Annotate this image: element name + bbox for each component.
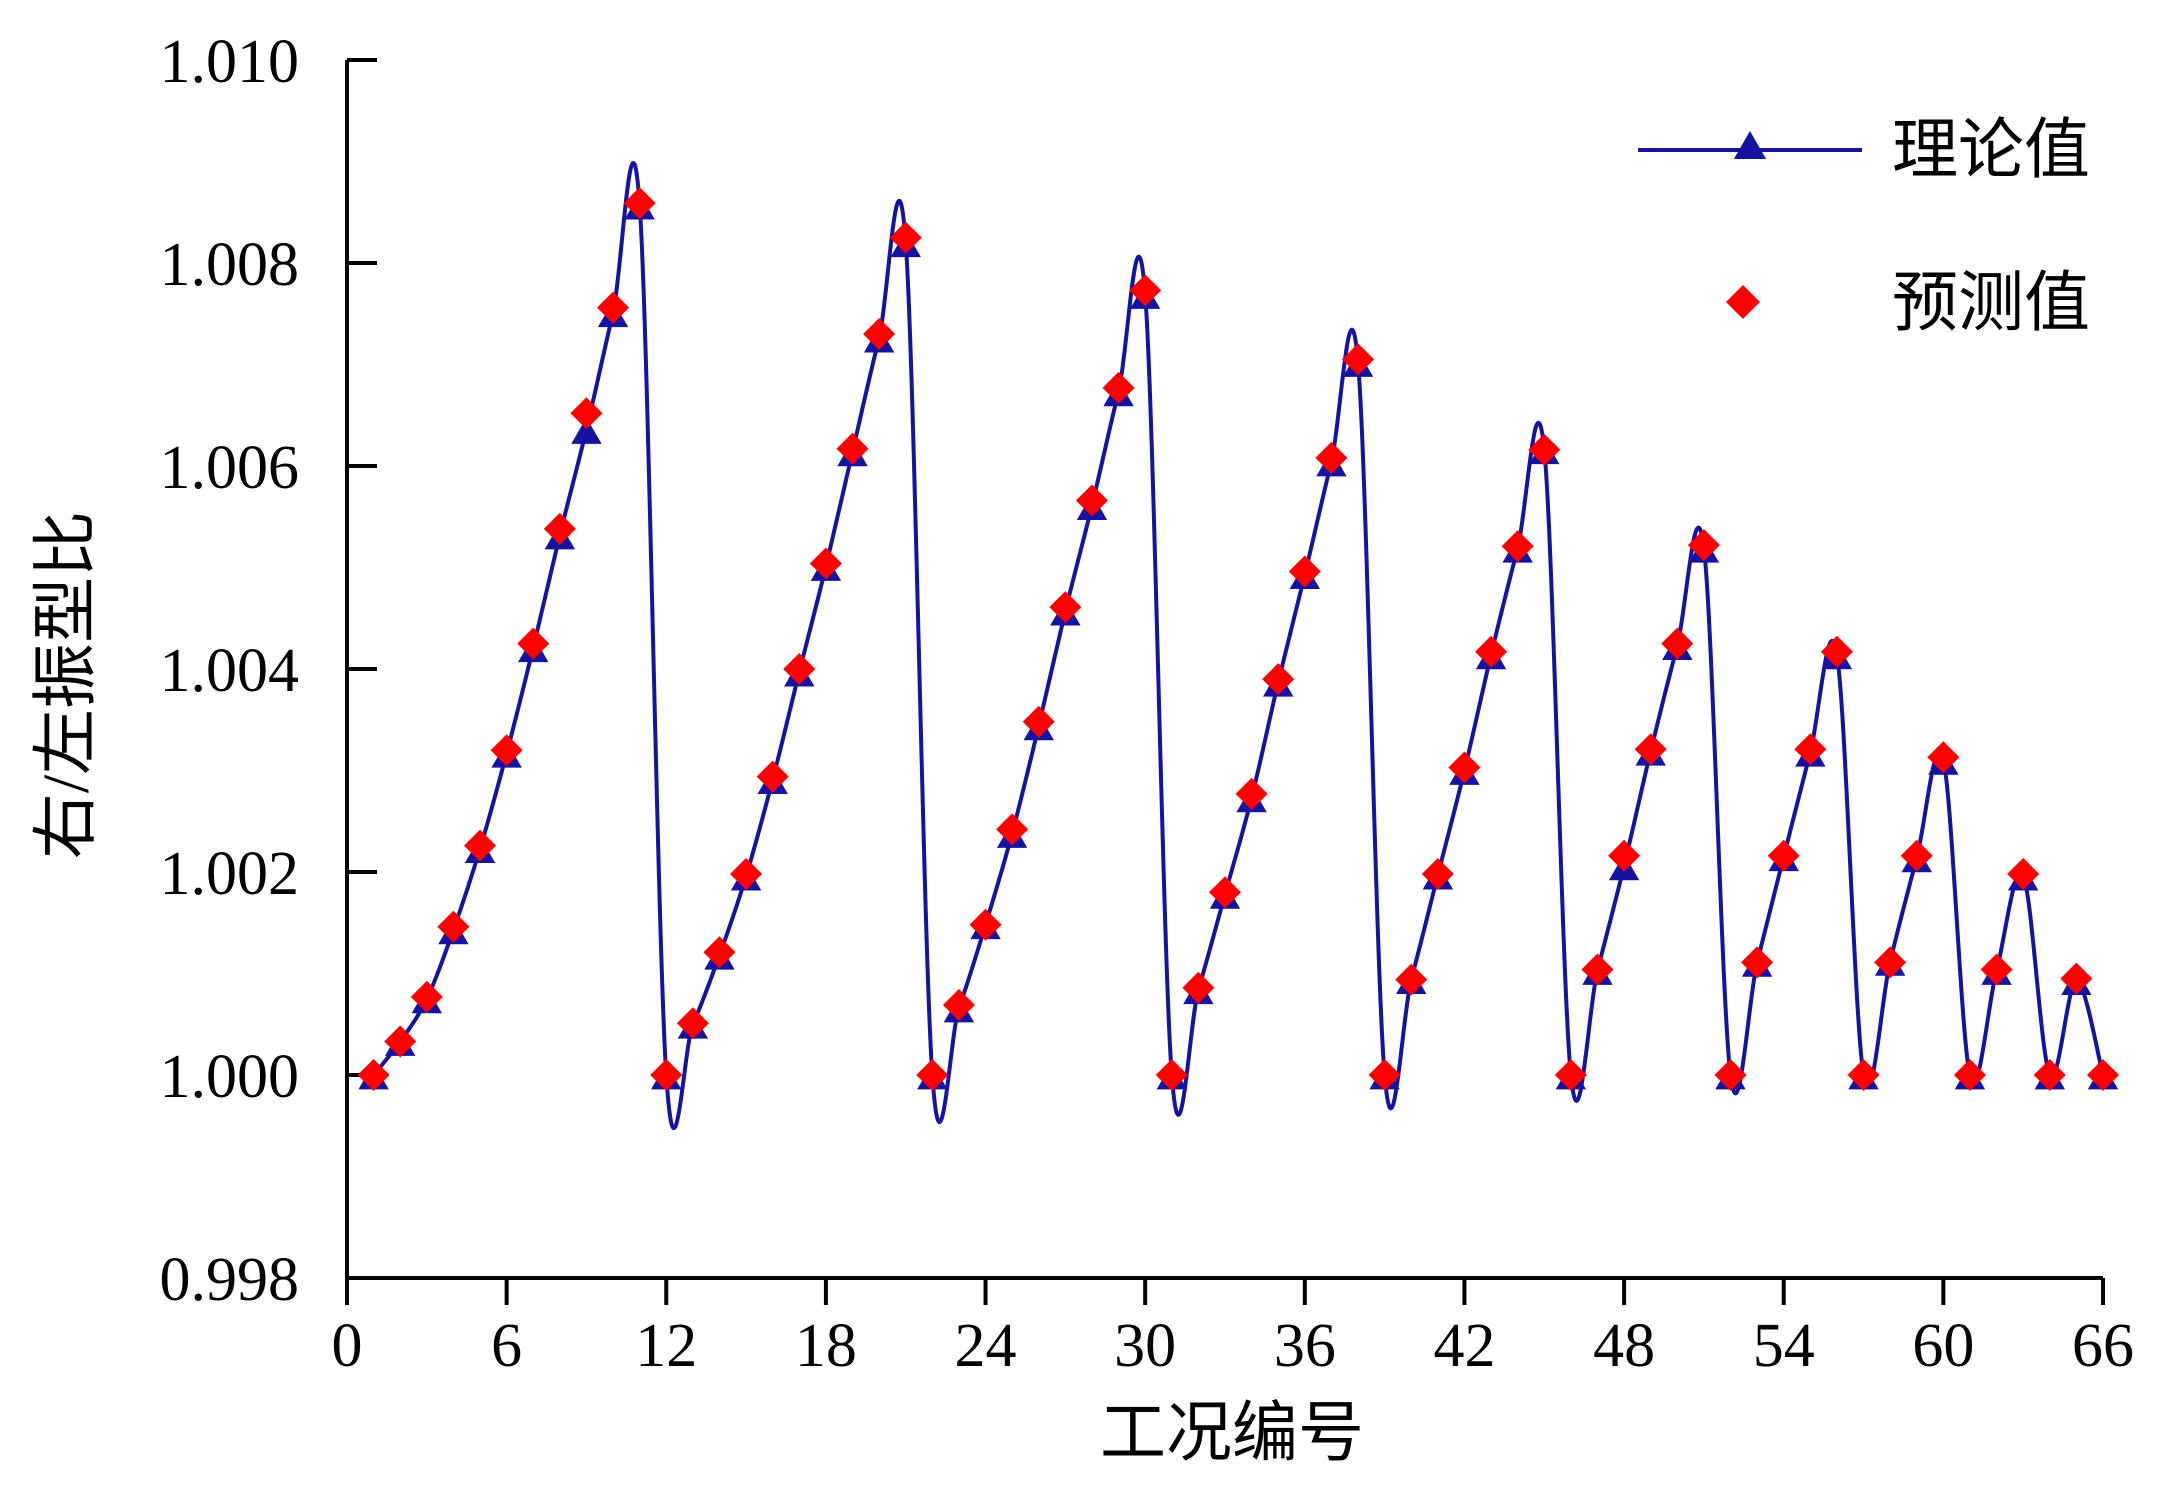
predicted-marker [437, 910, 470, 943]
predicted-marker [543, 512, 576, 545]
predicted-marker [2033, 1059, 2066, 1091]
predicted-marker [623, 187, 656, 220]
theoretical-marker [571, 417, 602, 444]
plot-area [357, 161, 2119, 1130]
theoretical-line [372, 161, 2105, 1130]
x-tick-label: 0 [332, 1312, 363, 1380]
predicted-marker [517, 627, 550, 660]
predicted-marker [1581, 953, 1614, 986]
predicted-marker [1395, 963, 1428, 996]
x-tick-label: 54 [1753, 1312, 1815, 1380]
y-tick-label: 0.998 [160, 1246, 300, 1314]
predicted-marker [863, 318, 896, 351]
predicted-marker [410, 980, 443, 1013]
predicted-marker [836, 432, 869, 465]
predicted-marker [1075, 484, 1108, 517]
x-tick-label: 36 [1274, 1312, 1336, 1380]
y-tick-label: 1.000 [160, 1043, 300, 1111]
predicted-marker [756, 760, 789, 793]
predicted-marker [1661, 627, 1694, 660]
predicted-marker [1288, 555, 1321, 588]
predicted-marker [2007, 858, 2040, 891]
predicted-marker [1554, 1059, 1587, 1091]
legend-label-predicted: 预测值 [1892, 267, 2090, 340]
predicted-marker [1368, 1059, 1401, 1091]
legend-marker-predicted [1726, 285, 1760, 319]
predicted-marker [1608, 839, 1641, 872]
predicted-marker [1475, 635, 1508, 668]
predicted-marker [676, 1007, 709, 1040]
x-tick-label: 18 [795, 1312, 857, 1380]
predicted-marker [1049, 591, 1082, 624]
predicted-marker [1102, 371, 1135, 404]
y-axis-title: 右/左振型比 [30, 511, 103, 859]
x-tick-label: 6 [491, 1312, 522, 1380]
y-tick-label: 1.008 [160, 231, 300, 299]
predicted-marker [2060, 962, 2093, 995]
predicted-marker [1182, 971, 1215, 1004]
predicted-marker [969, 908, 1002, 941]
predicted-marker [1927, 741, 1960, 774]
axes [345, 58, 2105, 1305]
y-tick-label: 1.004 [160, 637, 300, 705]
predicted-marker [1342, 343, 1375, 376]
predicted-marker [1980, 953, 2013, 986]
predicted-marker [1315, 441, 1348, 474]
predicted-marker [1741, 946, 1774, 979]
predicted-marker [783, 653, 816, 685]
predicted-marker [1448, 751, 1481, 784]
x-axis-title: 工况编号 [1100, 1397, 1364, 1470]
predicted-marker [490, 734, 523, 767]
legend-label-theoretical: 理论值 [1892, 114, 2090, 187]
predicted-marker [1209, 876, 1241, 909]
predicted-marker [1022, 705, 1055, 738]
predicted-marker [1687, 529, 1720, 562]
x-tick-label: 24 [955, 1312, 1017, 1380]
predicted-marker [1262, 663, 1295, 696]
predicted-marker [703, 936, 736, 969]
predicted-marker [464, 829, 497, 862]
predicted-marker [1421, 858, 1454, 891]
predicted-marker [1820, 635, 1853, 668]
tick-labels: 0.998 1.000 1.002 1.004 1.006 1.008 1.010 0 6 12 1… [160, 28, 2135, 1380]
predicted-marker [2087, 1059, 2119, 1091]
y-tick-label: 1.010 [160, 28, 300, 96]
y-tick-label: 1.002 [160, 840, 300, 908]
predicted-marker [1235, 777, 1268, 810]
predicted-marker [889, 221, 922, 254]
predicted-marker [942, 988, 975, 1021]
x-tick-label: 30 [1114, 1312, 1176, 1380]
x-tick-label: 12 [635, 1312, 697, 1380]
predicted-marker [1634, 733, 1667, 766]
predicted-marker [570, 397, 603, 430]
predicted-marker [650, 1059, 683, 1091]
predicted-marker [996, 813, 1029, 846]
predicted-marker [1155, 1059, 1188, 1091]
predicted-marker [730, 858, 763, 891]
predicted-marker [597, 291, 630, 324]
predicted-marker [1767, 839, 1800, 872]
x-tick-label: 48 [1593, 1312, 1655, 1380]
predicted-marker [384, 1025, 417, 1058]
y-tick-label: 1.006 [160, 434, 300, 502]
legend-marker-theoretical [1733, 131, 1767, 160]
x-tick-label: 60 [1912, 1312, 1974, 1380]
predicted-marker [1874, 946, 1907, 979]
predicted-marker [1129, 274, 1162, 307]
predicted-marker [1847, 1059, 1880, 1091]
x-tick-label: 66 [2072, 1312, 2134, 1380]
predicted-marker [809, 547, 842, 580]
predicted-marker [1528, 433, 1561, 466]
predicted-marker [1900, 839, 1933, 872]
x-tick-label: 42 [1433, 1312, 1495, 1380]
predicted-marker [1953, 1059, 1986, 1091]
predicted-marker [1714, 1059, 1747, 1091]
predicted-marker [916, 1059, 949, 1091]
predicted-marker [1501, 530, 1534, 563]
predicted-marker [1794, 733, 1827, 766]
predicted-marker [357, 1059, 390, 1091]
